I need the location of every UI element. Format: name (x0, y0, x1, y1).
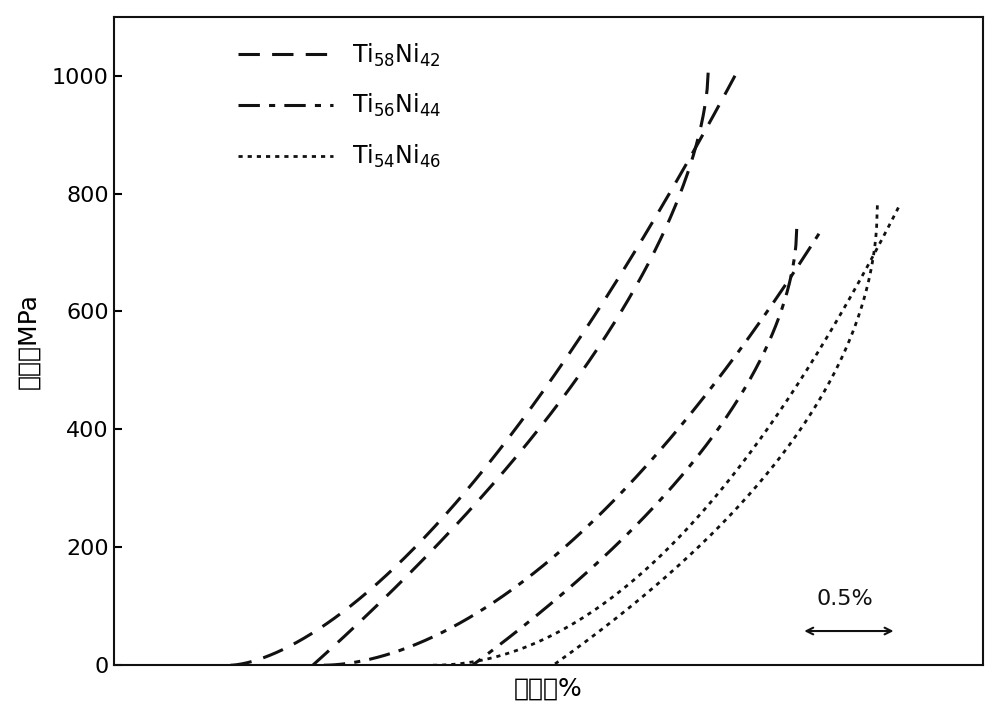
X-axis label: 应变，%: 应变，% (514, 676, 583, 701)
Text: 0.5%: 0.5% (817, 589, 873, 609)
Y-axis label: 应力，MPa: 应力，MPa (17, 293, 41, 389)
Legend: Ti$_{58}$Ni$_{42}$, Ti$_{56}$Ni$_{44}$, Ti$_{54}$Ni$_{46}$: Ti$_{58}$Ni$_{42}$, Ti$_{56}$Ni$_{44}$, … (238, 42, 441, 170)
